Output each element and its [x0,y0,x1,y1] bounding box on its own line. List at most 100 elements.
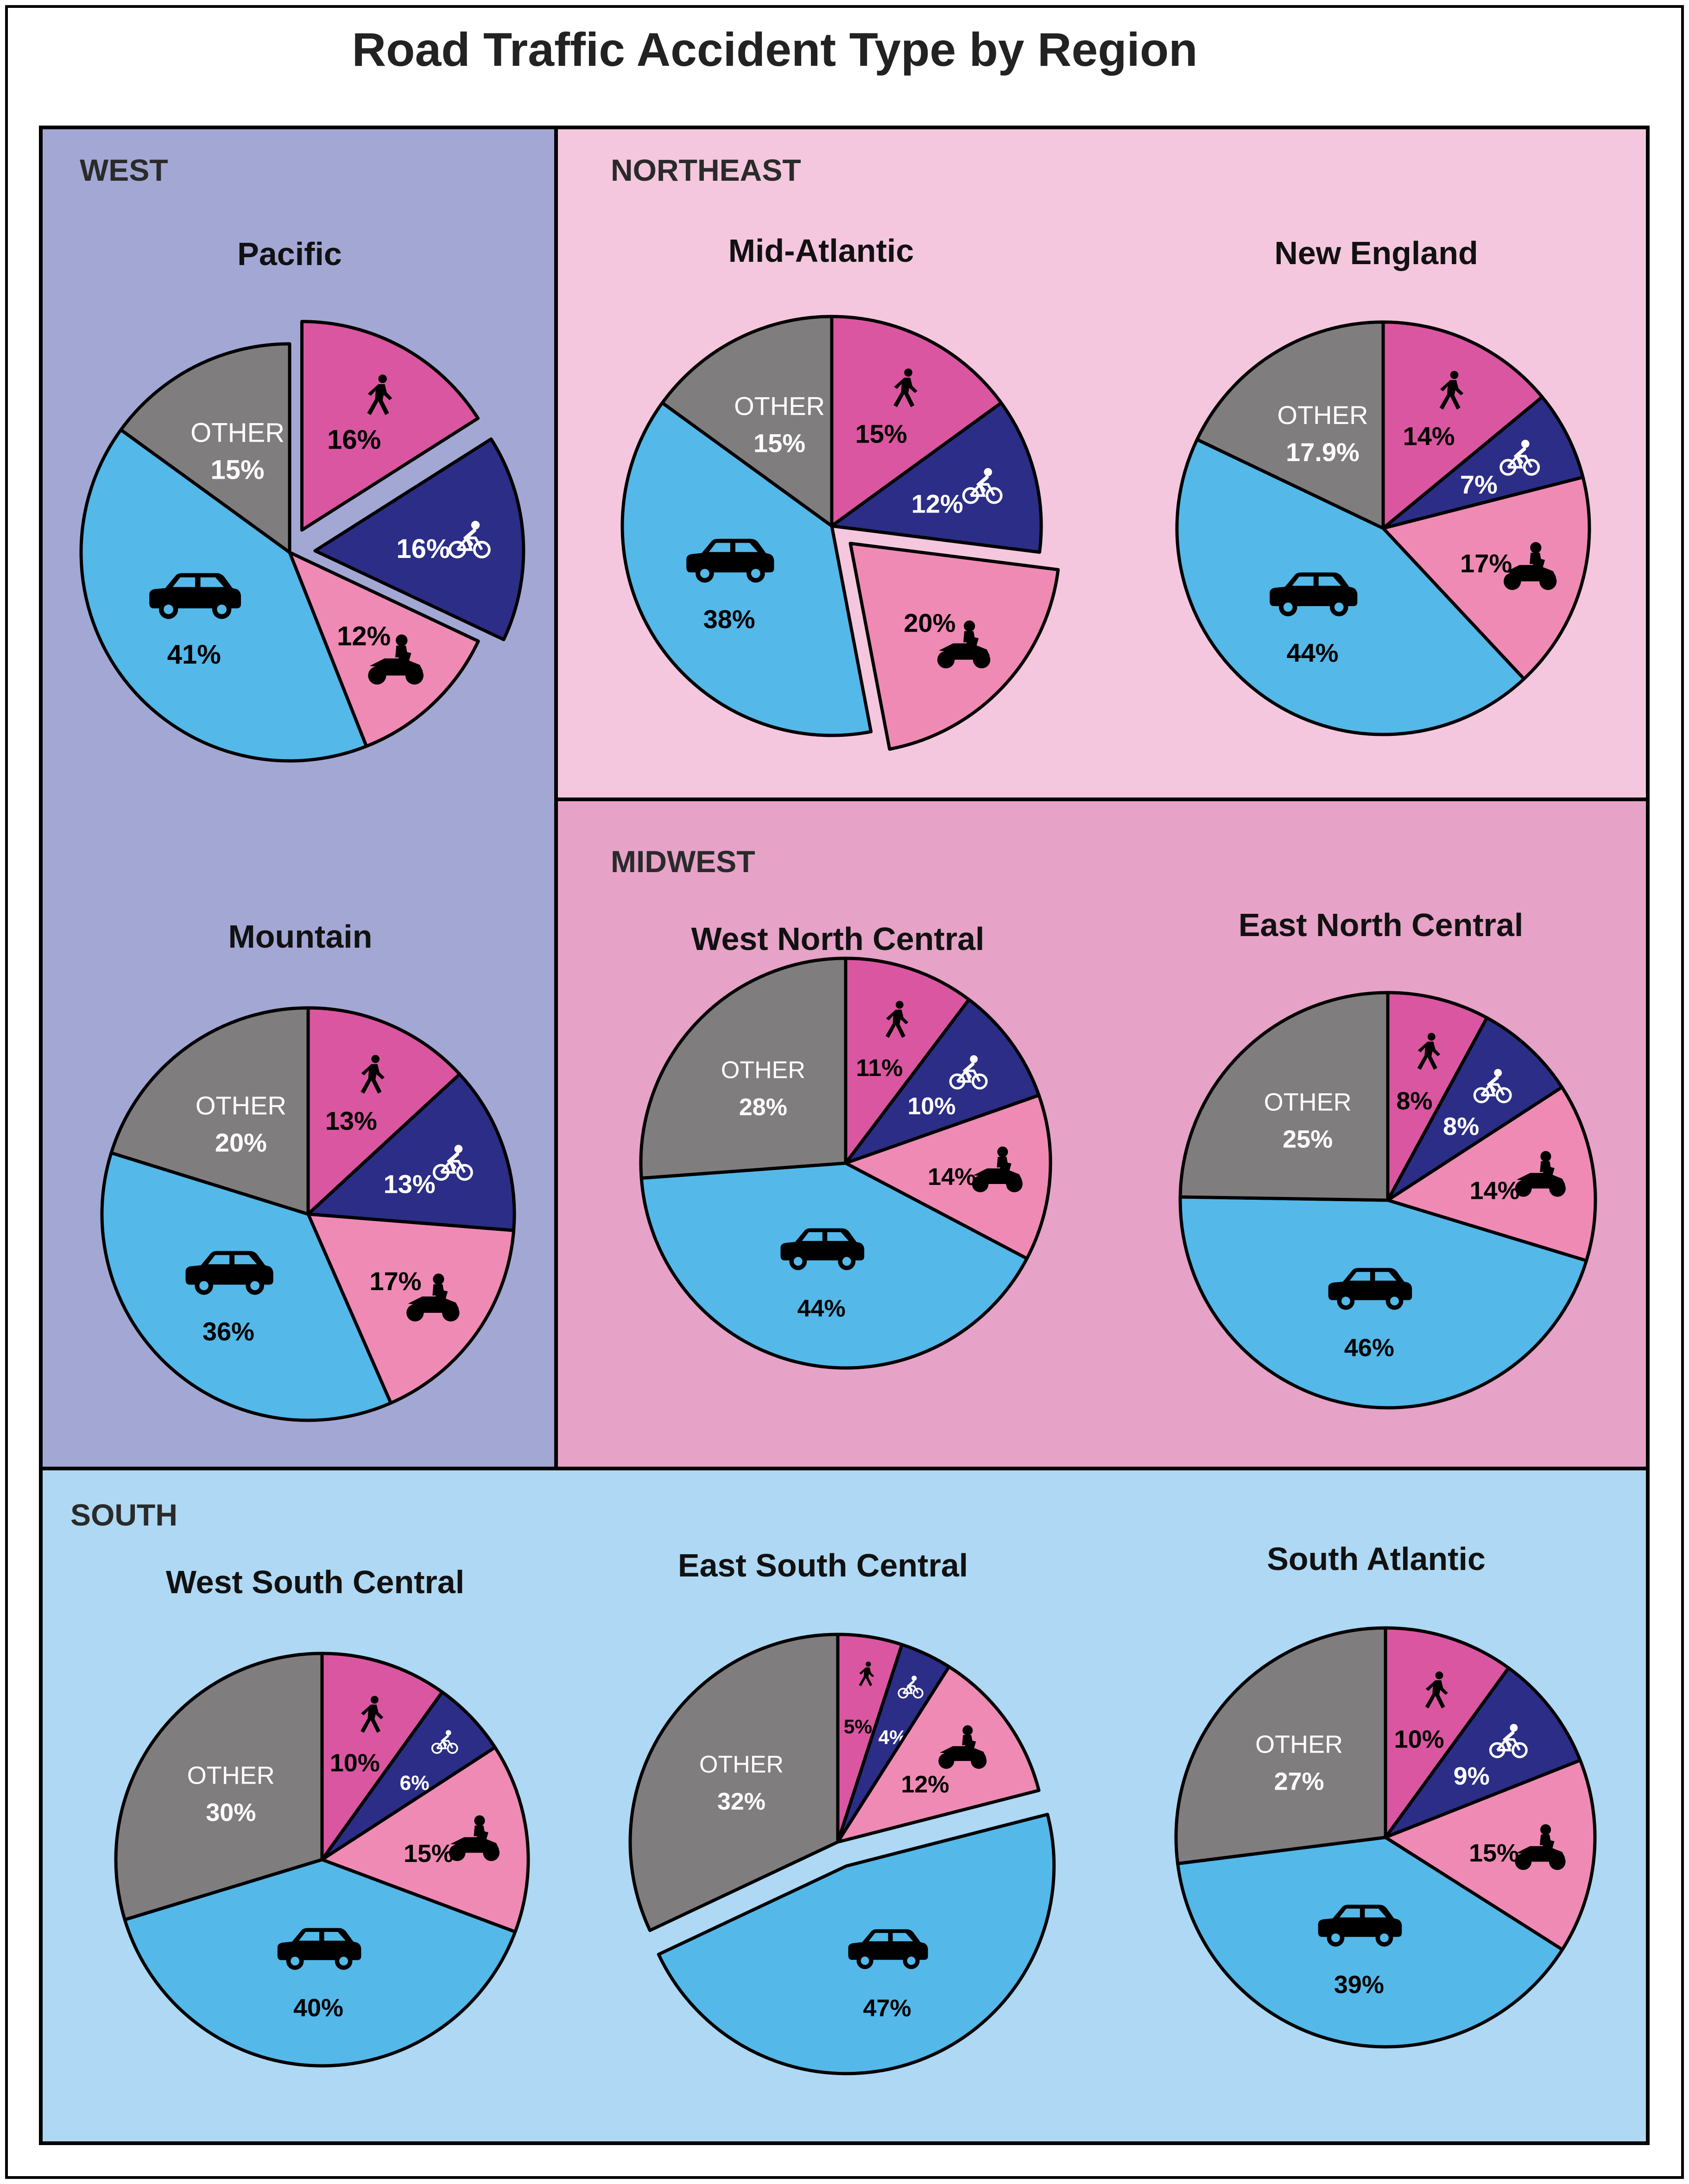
bicycle-slice [306,1072,516,1232]
other-label: OTHER [187,1761,275,1789]
motorcycle-slice [836,1665,1041,1844]
other-label: OTHER [196,1091,286,1120]
other-value-label: 25% [1283,1125,1333,1153]
bicycle-value-label: 13% [384,1169,436,1198]
region-label-northeast: NORTHEAST [611,153,801,187]
bicycle-value-label: 6% [400,1772,430,1795]
chart-title-east-south-central: East South Central [678,1547,968,1583]
pie-pacific: 16% 16% 12% 41% OTHER 15% [79,320,525,763]
motorcycle-slice [844,1094,1052,1260]
motorcycle-value-label: 14% [1470,1177,1520,1205]
pedestrian-slice [844,956,971,1165]
motorcycle-slice [320,1746,530,1934]
motorcycle-value-label: 12% [337,621,391,652]
region-label-west: WEST [80,153,168,187]
other-slice [639,956,848,1180]
pedestrian-value-label: 14% [1403,422,1455,451]
bicycle-slice [1384,1666,1582,1839]
other-label: OTHER [1255,1731,1343,1759]
car-value-label: 46% [1344,1334,1394,1362]
bicycle-value-label: 12% [911,489,963,519]
other-slice [660,315,834,528]
chart-title-west-south-central: West South Central [166,1564,464,1600]
other-value-label: 15% [211,455,265,485]
bicycle-slice [1386,1016,1564,1202]
bicycle-value-label: 10% [907,1093,955,1120]
pedestrian-slice [830,315,1003,528]
car-value-label: 47% [863,1995,911,2022]
other-value-label: 30% [206,1798,256,1826]
pedestrian-value-label: 13% [325,1106,377,1135]
pie-mid-atlantic: 15% 12% 20% 38% OTHER 15% [620,315,1060,751]
car-slice [1175,437,1526,736]
pedestrian-value-label: 16% [327,425,381,455]
chart-title-mid-atlantic: Mid-Atlantic [728,233,914,269]
chart-title-new-england: New England [1274,235,1478,271]
chart-title-east-north-central: East North Central [1239,907,1524,943]
pedestrian-slice [306,1006,462,1216]
pedestrian-slice [300,320,480,532]
motorcycle-slice [288,551,480,748]
bicycle-slice [844,998,1041,1165]
motorcycle-value-label: 14% [928,1164,976,1190]
bicycle-value-label: 7% [1460,470,1498,499]
other-slice [1195,320,1385,530]
motorcycle-slice [1386,1085,1597,1262]
pedestrian-slice [1386,991,1489,1202]
chart-title-west-north-central: West North Central [691,921,985,957]
motorcycle-value-label: 20% [904,608,955,638]
motorcycle-value-label: 15% [1469,1839,1519,1867]
car-slice [639,1161,1029,1370]
other-value-label: 15% [753,429,805,458]
bicycle-slice [320,1690,497,1861]
other-value-label: 28% [739,1094,787,1121]
pedestrian-value-label: 11% [856,1055,903,1082]
pedestrian-value-label: 8% [1396,1087,1432,1115]
motorcycle-value-label: 17% [1460,549,1512,578]
bicycle-value-label: 16% [396,534,450,564]
other-slice [109,1006,310,1216]
other-label: OTHER [1277,400,1368,430]
motorcycle-value-label: 17% [369,1266,421,1296]
bicycle-value-label: 9% [1454,1762,1490,1790]
other-value-label: 17.9% [1286,437,1360,467]
other-label: OTHER [699,1751,784,1778]
chart-title-mountain: Mountain [228,918,372,955]
pedestrian-slice [320,1652,444,1861]
car-value-label: 36% [202,1317,254,1346]
region-label-midwest: MIDWEST [611,844,755,879]
pedestrian-slice [1384,1626,1511,1839]
other-value-label: 20% [215,1128,267,1157]
car-slice [1178,1195,1588,1410]
motorcycle-value-label: 12% [901,1771,949,1798]
region-label-south: SOUTH [70,1498,177,1532]
pedestrian-value-label: 15% [855,419,907,449]
motorcycle-slice [1381,475,1591,681]
pie-south-atlantic: 10% 9% 15% 39% OTHER 27% [1174,1626,1597,2049]
pie-west-south-central: 10% 6% 15% 40% OTHER 30% [114,1652,530,2068]
pie-mountain: 13% 13% 17% 36% OTHER 20% [100,1006,516,1422]
car-value-label: 41% [167,639,221,670]
other-value-label: 32% [717,1788,765,1815]
car-value-label: 39% [1334,1971,1384,1999]
other-label: OTHER [734,392,825,421]
pedestrian-slice [1381,320,1544,530]
pie-charts: 16% 16% 12% 41% OTHER 15% 13% 13% 17% 36% OTHER 20%… [79,315,1597,2076]
car-value-label: 38% [703,605,755,634]
other-slice [119,342,291,554]
pedestrian-value-label: 10% [330,1749,380,1777]
other-label: OTHER [190,418,285,448]
bicycle-slice [830,401,1043,554]
other-value-label: 27% [1274,1768,1324,1796]
bicycle-slice [1381,395,1585,530]
other-slice [628,1633,840,1932]
car-slice [123,1858,517,2068]
chart-title-south-atlantic: South Atlantic [1267,1541,1486,1577]
other-slice [1174,1626,1387,1866]
other-label: OTHER [1264,1088,1352,1116]
motorcycle-value-label: 15% [404,1840,454,1867]
other-slice [1178,991,1390,1202]
pedestrian-value-label: 10% [1394,1726,1444,1754]
